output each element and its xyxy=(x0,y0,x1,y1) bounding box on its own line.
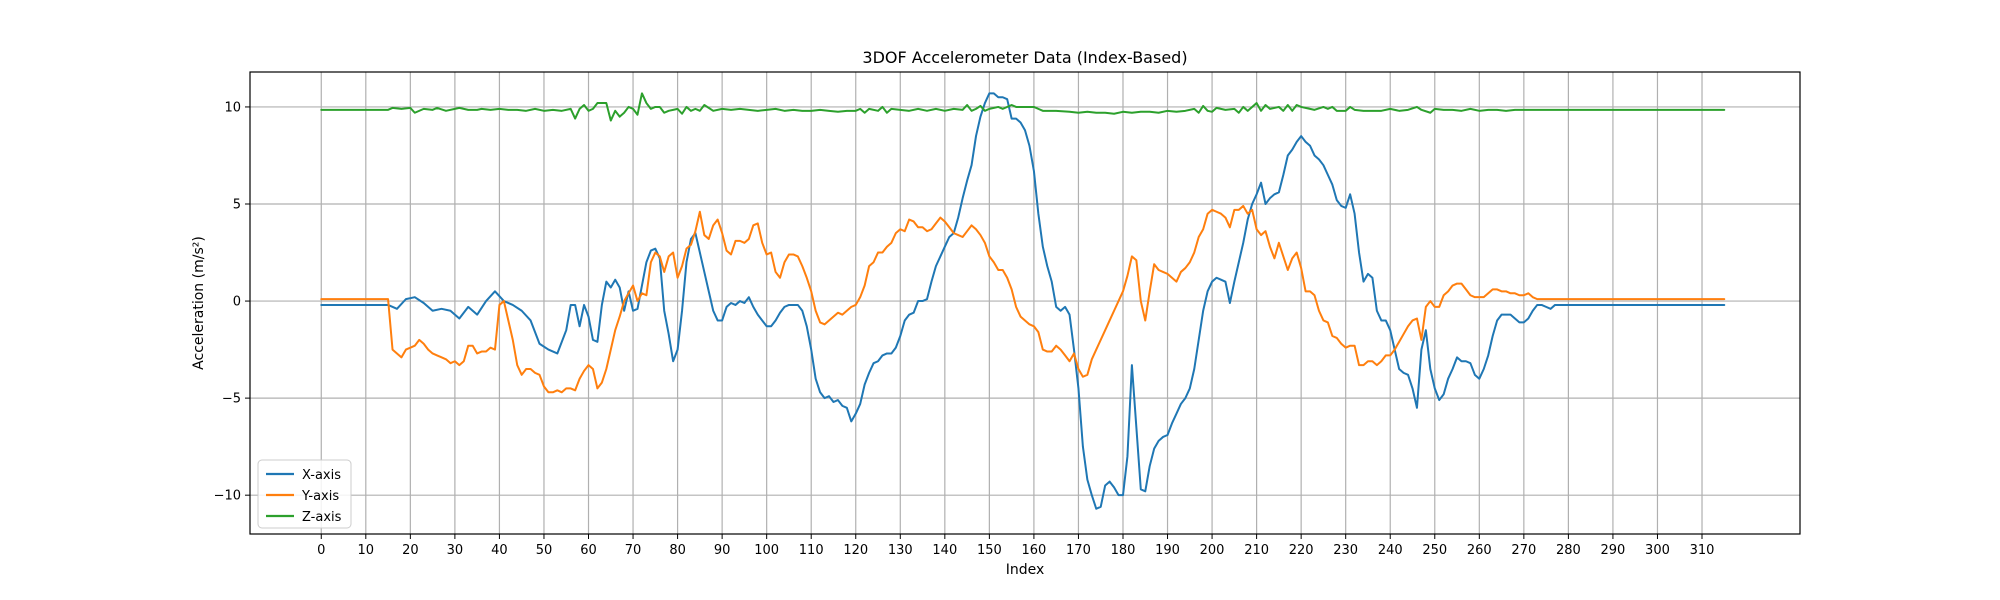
x-tick-label: 200 xyxy=(1200,543,1225,558)
x-axis-ticks: 0 10 20 30 40 50 60 70 80 90 100 110 120 130 140 150 160… xyxy=(317,534,1714,558)
x-tick-label: 260 xyxy=(1467,543,1492,558)
x-tick-label: 90 xyxy=(714,543,731,558)
x-tick-label: 100 xyxy=(754,543,779,558)
x-tick-label: 190 xyxy=(1155,543,1180,558)
y-tick-label: −10 xyxy=(214,489,241,504)
series-line-x-axis xyxy=(320,92,1726,510)
x-tick-label: 70 xyxy=(625,543,642,558)
legend-box xyxy=(257,459,352,529)
x-tick-label: 270 xyxy=(1511,543,1536,558)
x-tick-label: 10 xyxy=(358,543,375,558)
x-tick-label: 170 xyxy=(1066,543,1091,558)
legend-label-y-axis: Y-axis xyxy=(301,489,339,504)
x-tick-label: 140 xyxy=(932,543,957,558)
y-tick-label: −5 xyxy=(222,392,241,407)
series-lines xyxy=(320,92,1726,510)
x-tick-label: 120 xyxy=(843,543,868,558)
legend-label-x-axis: X-axis xyxy=(302,468,341,483)
x-tick-label: 160 xyxy=(1021,543,1046,558)
x-tick-label: 310 xyxy=(1690,543,1715,558)
x-tick-label: 110 xyxy=(799,543,824,558)
x-tick-label: 210 xyxy=(1244,543,1269,558)
legend-label-z-axis: Z-axis xyxy=(302,510,342,525)
x-tick-label: 20 xyxy=(402,543,419,558)
grid xyxy=(250,72,1800,534)
x-tick-label: 0 xyxy=(317,543,325,558)
chart-title: 3DOF Accelerometer Data (Index-Based) xyxy=(862,48,1187,67)
x-tick-label: 230 xyxy=(1333,543,1358,558)
x-tick-label: 30 xyxy=(447,543,464,558)
x-tick-label: 280 xyxy=(1556,543,1581,558)
x-tick-label: 40 xyxy=(491,543,508,558)
x-tick-label: 300 xyxy=(1645,543,1670,558)
x-axis-label: Index xyxy=(1006,562,1045,578)
x-tick-label: 290 xyxy=(1601,543,1626,558)
series-line-z-axis xyxy=(320,92,1726,122)
x-tick-label: 180 xyxy=(1111,543,1136,558)
x-tick-label: 130 xyxy=(888,543,913,558)
y-tick-label: 10 xyxy=(224,100,241,115)
plot-area-frame xyxy=(249,71,1801,535)
x-tick-label: 50 xyxy=(536,543,553,558)
x-tick-label: 220 xyxy=(1289,543,1314,558)
y-axis-label: Acceleration (m/s²) xyxy=(191,236,207,370)
legend: X-axis Y-axis Z-axis xyxy=(257,459,352,529)
x-tick-label: 60 xyxy=(580,543,597,558)
y-tick-label: 5 xyxy=(233,198,241,213)
x-tick-label: 240 xyxy=(1378,543,1403,558)
x-tick-label: 250 xyxy=(1422,543,1447,558)
series-line-y-axis xyxy=(320,204,1726,394)
y-axis-ticks: −10 −5 0 5 10 xyxy=(214,100,250,504)
x-tick-label: 80 xyxy=(669,543,686,558)
y-tick-label: 0 xyxy=(233,295,241,310)
x-tick-label: 150 xyxy=(977,543,1002,558)
